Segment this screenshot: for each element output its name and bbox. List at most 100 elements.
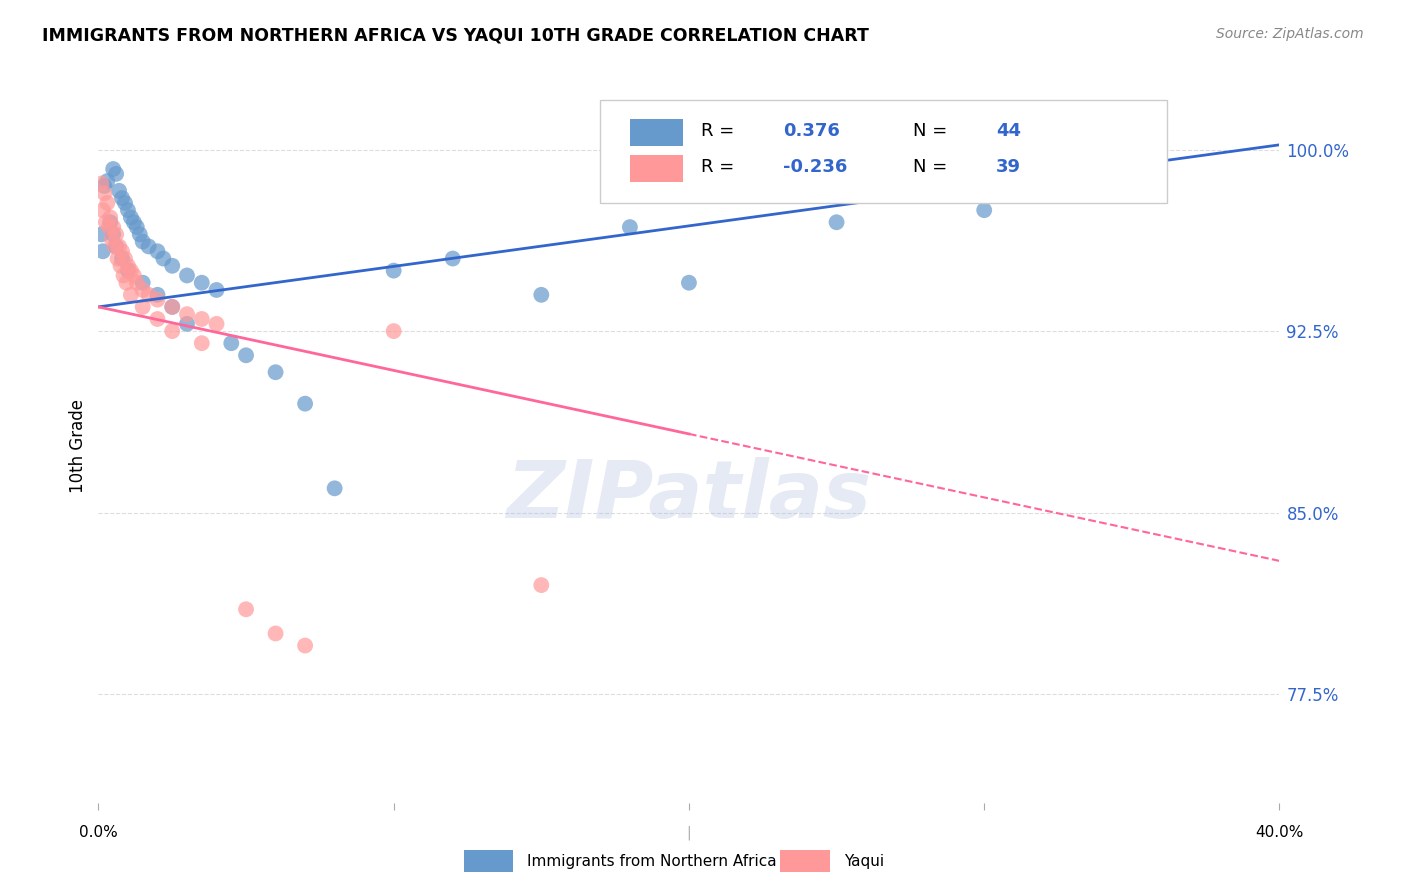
Point <box>90 227 112 242</box>
Point <box>146 288 169 302</box>
Point <box>103 220 125 235</box>
Point <box>105 239 128 253</box>
Point <box>678 276 700 290</box>
Point <box>205 283 228 297</box>
Point <box>176 307 198 321</box>
Point <box>176 268 198 283</box>
Point <box>132 283 155 297</box>
Text: Yaqui: Yaqui <box>844 855 884 869</box>
Point <box>825 215 848 229</box>
Point <box>117 259 139 273</box>
Point <box>120 288 142 302</box>
Y-axis label: 10th Grade: 10th Grade <box>69 399 87 493</box>
Point <box>138 288 160 302</box>
Point <box>132 300 155 314</box>
Point <box>191 312 214 326</box>
Text: R =: R = <box>700 158 740 176</box>
Point <box>100 232 122 246</box>
Point <box>264 626 287 640</box>
Point <box>162 324 183 338</box>
Point <box>235 602 257 616</box>
Point <box>108 184 131 198</box>
Point <box>441 252 464 266</box>
Point <box>176 317 198 331</box>
Text: 39: 39 <box>995 158 1021 176</box>
Point <box>162 300 183 314</box>
Point <box>235 348 257 362</box>
Point <box>323 481 346 495</box>
Point <box>115 276 138 290</box>
Point <box>98 215 121 229</box>
Point <box>973 203 995 218</box>
Point <box>111 191 134 205</box>
FancyBboxPatch shape <box>630 120 683 146</box>
Text: 40.0%: 40.0% <box>1256 825 1303 840</box>
Point <box>146 244 169 259</box>
Point <box>125 220 148 235</box>
Point <box>97 220 120 235</box>
Point <box>108 239 131 253</box>
Point <box>114 252 136 266</box>
Point <box>107 252 129 266</box>
Point <box>146 293 169 307</box>
Point <box>96 195 118 210</box>
FancyBboxPatch shape <box>630 155 683 182</box>
Point <box>103 161 125 176</box>
Text: |: | <box>686 825 692 839</box>
Point <box>120 263 142 277</box>
Point <box>122 215 145 229</box>
Point <box>110 259 132 273</box>
Point <box>111 244 134 259</box>
Text: Source: ZipAtlas.com: Source: ZipAtlas.com <box>1216 27 1364 41</box>
Text: -0.236: -0.236 <box>783 158 848 176</box>
Point <box>294 639 316 653</box>
FancyBboxPatch shape <box>600 100 1167 203</box>
Point <box>162 300 183 314</box>
Text: Immigrants from Northern Africa: Immigrants from Northern Africa <box>527 855 778 869</box>
Point <box>1121 147 1143 161</box>
Point <box>530 288 553 302</box>
Point <box>382 263 405 277</box>
Point <box>191 336 214 351</box>
Text: N =: N = <box>914 122 953 140</box>
Point <box>530 578 553 592</box>
Point <box>112 268 135 283</box>
Point <box>93 186 115 201</box>
Point <box>152 252 174 266</box>
Point <box>382 324 405 338</box>
Text: 44: 44 <box>995 122 1021 140</box>
Point <box>191 276 214 290</box>
Point <box>98 211 121 225</box>
Point <box>138 239 160 253</box>
Point <box>117 263 139 277</box>
Text: 0.376: 0.376 <box>783 122 841 140</box>
Point <box>93 178 115 193</box>
Point <box>294 397 316 411</box>
Point <box>114 195 136 210</box>
Point <box>162 259 183 273</box>
Point <box>103 227 125 242</box>
Text: N =: N = <box>914 158 953 176</box>
Point <box>105 167 128 181</box>
Point <box>104 239 127 253</box>
Point <box>91 244 114 259</box>
Point <box>125 276 148 290</box>
Point <box>111 252 134 266</box>
Point <box>90 177 112 191</box>
Point <box>117 203 139 218</box>
Point <box>94 215 117 229</box>
Text: ZIPatlas: ZIPatlas <box>506 457 872 535</box>
Point <box>91 203 114 218</box>
Point <box>205 317 228 331</box>
Text: 0.0%: 0.0% <box>79 825 118 840</box>
Text: R =: R = <box>700 122 740 140</box>
Point <box>128 227 150 242</box>
Point <box>264 365 287 379</box>
Point <box>132 235 155 249</box>
Text: IMMIGRANTS FROM NORTHERN AFRICA VS YAQUI 10TH GRADE CORRELATION CHART: IMMIGRANTS FROM NORTHERN AFRICA VS YAQUI… <box>42 27 869 45</box>
Point <box>120 211 142 225</box>
Point <box>221 336 243 351</box>
Point <box>132 276 155 290</box>
Point <box>146 312 169 326</box>
Point <box>96 174 118 188</box>
